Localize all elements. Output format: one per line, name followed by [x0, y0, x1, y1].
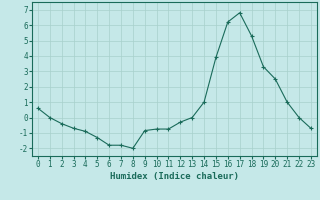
X-axis label: Humidex (Indice chaleur): Humidex (Indice chaleur) [110, 172, 239, 181]
